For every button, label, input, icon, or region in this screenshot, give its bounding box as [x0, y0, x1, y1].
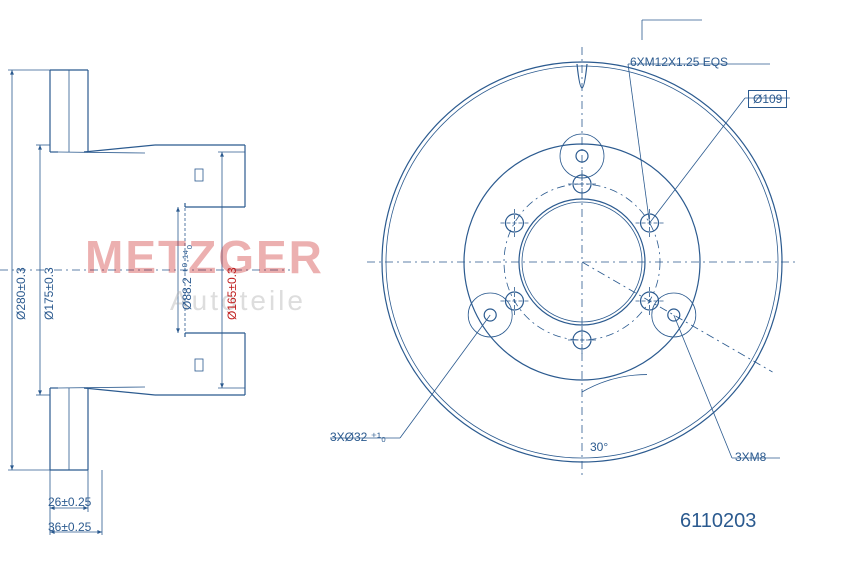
- callout-small-holes: 3XM8: [735, 450, 766, 464]
- leader-lines: [330, 20, 790, 458]
- dim-outer-diameter: Ø280±0.3: [14, 267, 28, 320]
- dim-d175: Ø175±0.3: [42, 267, 56, 320]
- drawing-canvas: [0, 0, 865, 564]
- dim-thickness-26: 26±0.25: [48, 495, 91, 509]
- callout-bolts: 6XM12X1.25 EQS: [630, 55, 728, 69]
- dim-bore: Ø88.2 ⁺⁰·¹⁴₀: [180, 245, 194, 310]
- dim-d165: Ø165±0.3: [225, 267, 239, 320]
- front-view: [367, 47, 797, 477]
- part-number: 6110203: [680, 510, 756, 533]
- callout-pcd: Ø109: [748, 90, 787, 108]
- dim-angle: 30°: [590, 440, 608, 454]
- callout-counterbore: 3XØ32 ⁺¹₀: [330, 430, 386, 444]
- dim-thickness-36: 36±0.25: [48, 520, 91, 534]
